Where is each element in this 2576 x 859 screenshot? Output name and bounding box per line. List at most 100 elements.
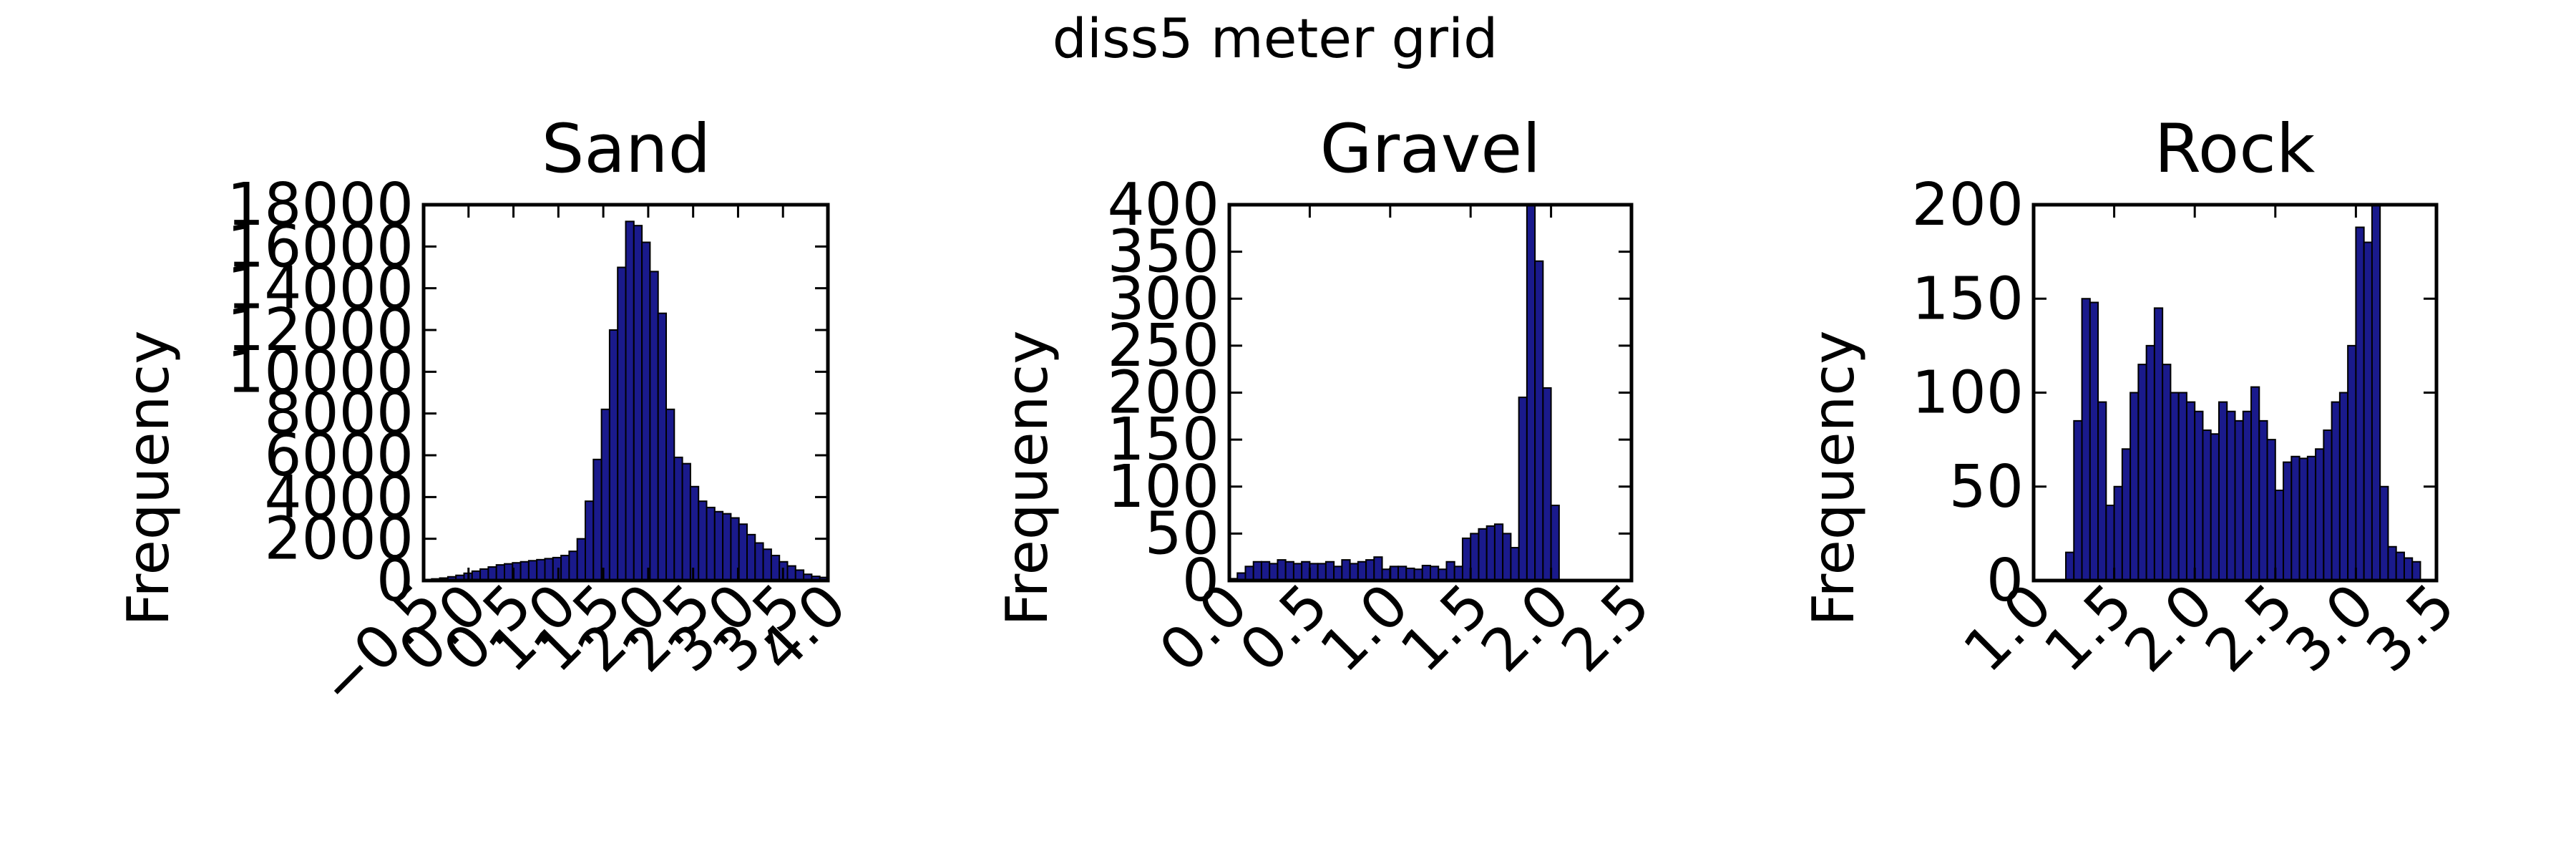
- histogram-bar: [1277, 559, 1287, 581]
- histogram-bar: [1244, 566, 1254, 581]
- histogram-bar: [1550, 505, 1560, 581]
- y-tick-label: 12000: [227, 296, 414, 364]
- subplot-gravel: Gravel Frequency 05010015020025030035040…: [994, 110, 1663, 685]
- y-tick-label: 0: [1182, 547, 1219, 615]
- histogram-bar: [585, 500, 595, 582]
- histogram-bar: [1349, 563, 1359, 581]
- histogram-bar: [1357, 560, 1367, 581]
- histogram-bar: [2298, 457, 2308, 581]
- x-tick-label: 2.5: [1549, 571, 1663, 685]
- histogram-bar: [2105, 505, 2115, 581]
- histogram-bar: [1317, 563, 1327, 581]
- histogram-bar: [2258, 419, 2268, 581]
- histogram-bar: [608, 329, 619, 581]
- bars: [2065, 204, 2421, 581]
- y-tick-label: 6000: [264, 422, 414, 490]
- histogram-bar: [2266, 439, 2276, 581]
- histogram-bar: [1324, 560, 1335, 581]
- y-tick-label: 200: [1107, 359, 1219, 427]
- histogram-bar: [722, 513, 732, 582]
- histogram-bar: [2355, 226, 2365, 581]
- histogram-bar: [1389, 566, 1400, 581]
- axes-frame: [421, 203, 830, 583]
- subplot-sand: Sand Frequency 0200040006000800010000120…: [115, 110, 859, 720]
- histogram-bar: [1421, 565, 1432, 581]
- y-tick-label: 150: [1107, 406, 1219, 474]
- histogram-bar: [2177, 392, 2187, 581]
- histogram-bar: [625, 220, 635, 581]
- y-axis-label: Frequency: [115, 330, 182, 626]
- histogram-bar: [1430, 566, 1440, 581]
- histogram-bar: [738, 523, 748, 581]
- histogram-bar: [2274, 490, 2285, 581]
- histogram-bar: [2290, 455, 2301, 581]
- histogram-bar: [2371, 204, 2381, 581]
- y-tick-label: 4000: [264, 463, 414, 531]
- x-tick-label: 3.5: [2354, 571, 2468, 685]
- histogram-bar: [689, 485, 700, 581]
- histogram-bar: [1485, 525, 1496, 581]
- subplot-rock: Rock Frequency 0501001502001.01.52.02.53…: [1800, 110, 2468, 685]
- histogram-bar: [552, 556, 562, 582]
- histogram-bar: [2347, 344, 2357, 581]
- histogram-bar: [2234, 419, 2244, 581]
- histogram-bar: [681, 462, 691, 582]
- histogram-bar: [665, 408, 675, 581]
- y-tick-label: 200: [1911, 171, 2024, 239]
- histogram-bar: [713, 510, 724, 581]
- plot-area: 0200040006000800010000120001400016000180…: [227, 171, 859, 720]
- histogram-bar: [1397, 566, 1407, 581]
- y-tick-label: 350: [1107, 218, 1219, 286]
- histogram-bar: [2210, 433, 2220, 581]
- histogram-bar: [600, 408, 610, 581]
- histogram-bar: [2306, 455, 2317, 581]
- histogram-bar: [641, 241, 651, 581]
- histogram-bar: [2129, 392, 2140, 581]
- histogram-bar: [2081, 298, 2091, 581]
- figure-suptitle: diss5 meter grid: [1053, 6, 1498, 70]
- histogram-bar: [1405, 567, 1415, 581]
- histogram-bar: [2073, 419, 2083, 581]
- histogram-bar: [786, 565, 796, 581]
- histogram-bar: [1534, 260, 1544, 581]
- histogram-bar: [2331, 401, 2341, 581]
- y-tick-label: 8000: [264, 380, 414, 448]
- subplot-title: Gravel: [1320, 110, 1541, 188]
- histogram-bar: [2194, 410, 2204, 581]
- histogram-bar: [1341, 559, 1351, 581]
- histogram-bar: [2113, 485, 2123, 581]
- y-tick-label: 50: [1949, 453, 2024, 521]
- y-tick-label: 18000: [227, 171, 414, 239]
- y-tick-label: 0: [376, 547, 414, 615]
- histogram-bar: [2315, 448, 2325, 581]
- y-axis-label: Frequency: [1800, 330, 1867, 626]
- y-tick-label: 16000: [227, 213, 414, 281]
- histogram-bar: [657, 312, 668, 581]
- histogram-bar: [2403, 557, 2414, 581]
- y-axis-label: Frequency: [994, 330, 1060, 626]
- y-tick-label: 50: [1145, 500, 1219, 568]
- histogram-bar: [1260, 560, 1271, 581]
- histogram-bar: [2162, 364, 2172, 581]
- histogram-bar: [1470, 533, 1480, 581]
- subplot-title: Sand: [542, 110, 711, 188]
- histogram-bar: [698, 500, 708, 582]
- histogram-bar: [706, 506, 716, 582]
- histogram-bar: [504, 563, 514, 582]
- histogram-bar: [2323, 430, 2333, 581]
- y-tick-label: 0: [1986, 547, 2024, 615]
- histogram-bar: [2338, 392, 2349, 581]
- y-tick-label: 300: [1107, 265, 1219, 333]
- histogram-bar: [1333, 566, 1343, 581]
- histogram-bar: [1461, 537, 1472, 581]
- histogram-bar: [1502, 533, 1512, 581]
- histogram-bar: [1518, 397, 1528, 581]
- histogram-bar: [2226, 410, 2236, 581]
- histogram-bar: [649, 271, 659, 581]
- histogram-bar: [1526, 204, 1536, 581]
- histogram-bar: [617, 266, 627, 581]
- plot-area: 0501001502002503003504000.00.51.01.52.02…: [1107, 171, 1663, 685]
- histogram-bar: [2153, 307, 2164, 581]
